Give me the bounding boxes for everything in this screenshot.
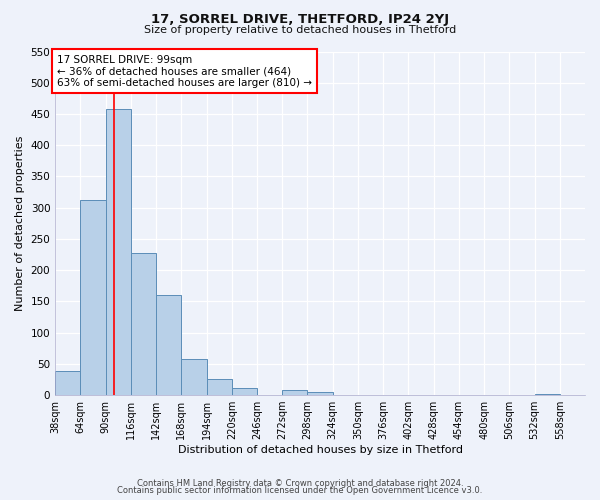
Bar [55, 372, 80, 395]
Bar [282, 390, 307, 395]
Bar [206, 379, 232, 395]
Text: Contains public sector information licensed under the Open Government Licence v3: Contains public sector information licen… [118, 486, 482, 495]
Bar [131, 252, 156, 395]
Bar [307, 392, 332, 395]
Bar [156, 295, 181, 395]
X-axis label: Distribution of detached houses by size in Thetford: Distribution of detached houses by size … [178, 445, 463, 455]
Bar [232, 388, 257, 395]
Text: Contains HM Land Registry data © Crown copyright and database right 2024.: Contains HM Land Registry data © Crown c… [137, 478, 463, 488]
Text: 17, SORREL DRIVE, THETFORD, IP24 2YJ: 17, SORREL DRIVE, THETFORD, IP24 2YJ [151, 12, 449, 26]
Y-axis label: Number of detached properties: Number of detached properties [15, 136, 25, 311]
Bar [106, 109, 131, 395]
Bar [535, 394, 560, 395]
Bar [181, 360, 206, 395]
Text: 17 SORREL DRIVE: 99sqm
← 36% of detached houses are smaller (464)
63% of semi-de: 17 SORREL DRIVE: 99sqm ← 36% of detached… [57, 54, 312, 88]
Text: Size of property relative to detached houses in Thetford: Size of property relative to detached ho… [144, 25, 456, 35]
Bar [80, 200, 106, 395]
